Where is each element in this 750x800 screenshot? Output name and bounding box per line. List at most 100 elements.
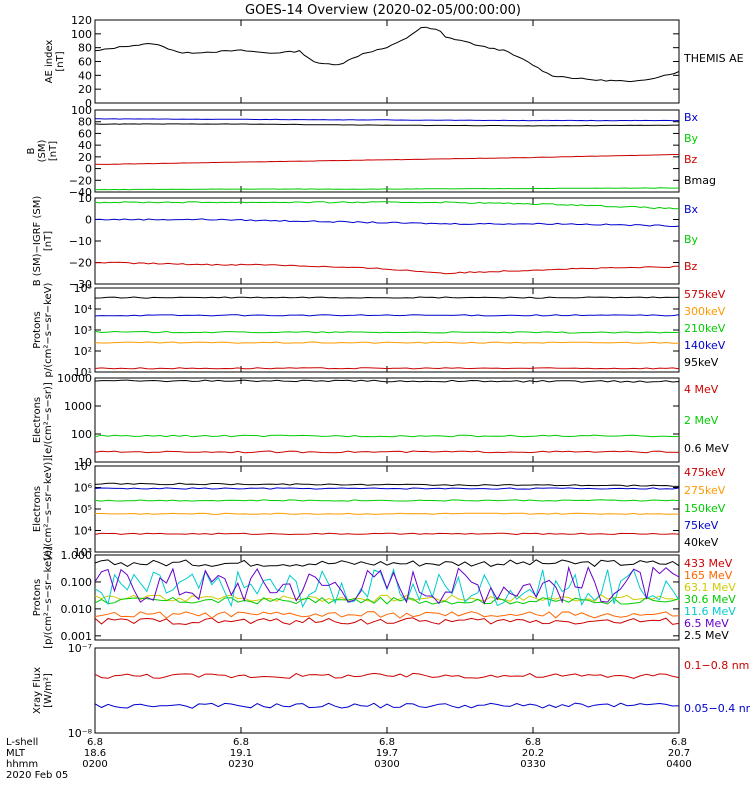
legend-label: THEMIS AE — [683, 52, 744, 65]
y-tick-label: 1000 — [64, 400, 92, 413]
y-tick-label: 10² — [74, 345, 92, 358]
y-tick-label: 0.100 — [61, 576, 93, 589]
y-tick-label: 0 — [85, 214, 92, 227]
series-line — [94, 379, 680, 383]
y-tick-label: 40 — [78, 69, 92, 82]
y-axis-label-line: [nT] — [43, 231, 54, 251]
legend-label: Bz — [684, 260, 698, 273]
series-line — [94, 559, 680, 567]
y-axis-label: B (SM) [nT] — [26, 140, 59, 163]
panel-frame — [94, 109, 680, 193]
y-tick-label: 0 — [85, 97, 92, 110]
y-tick-label: 10⁻⁷ — [68, 642, 92, 655]
legend-label: 30.6 MeV — [684, 593, 736, 606]
y-axis-label-line: Protons — [32, 311, 43, 348]
y-tick-label: 120 — [71, 14, 92, 27]
panel-frame — [94, 377, 680, 463]
y-axis-label-line: [e/(cm²−s−sr−keV)] — [43, 458, 54, 561]
y-axis-label-line: Xray Flux — [32, 667, 43, 714]
y-axis-label-line: Electrons — [32, 486, 43, 532]
x-tick-label-hhmm: 0330 — [520, 759, 545, 770]
series-line — [94, 26, 680, 83]
y-tick-label: 40 — [78, 139, 92, 152]
series-line — [94, 434, 680, 438]
y-tick-label: −20 — [69, 257, 92, 270]
y-tick-label: 20 — [78, 151, 92, 164]
legend-label: Bz — [684, 153, 698, 166]
y-tick-label: 80 — [78, 42, 92, 55]
figure-title: GOES-14 Overview (2020-02-05/00:00:00) — [245, 3, 521, 18]
legend-label: 0.05−0.4 nm — [684, 702, 750, 715]
y-tick-label: 10 — [78, 192, 92, 205]
legend-label: Bx — [684, 111, 699, 124]
x-tick-label-mlt: 18.6 — [84, 748, 106, 759]
y-tick-label: 60 — [78, 56, 92, 69]
y-tick-label: 10¹ — [74, 366, 92, 379]
x-tick-label-lshell: 6.8 — [233, 737, 249, 748]
legend-label: 0.1−0.8 nm — [684, 659, 749, 672]
series-line — [94, 487, 680, 490]
legend-label: 40keV — [684, 536, 719, 549]
x-tick-label-lshell: 6.8 — [671, 737, 687, 748]
y-axis-label-line: Electrons — [32, 397, 43, 443]
y-axis-label: Protons p/(cm²−s−sr−keV) — [32, 282, 54, 377]
series-line — [94, 261, 679, 275]
legend-label: 575keV — [684, 288, 726, 301]
panel-3: −30 −20 −10 0 10 B (SM)−IGRF (SM) [nT] Bx By Bz — [32, 192, 699, 291]
legend-label: 0.6 MeV — [684, 442, 729, 455]
y-axis-label-line: [e/(cm²−s−sr)] — [43, 382, 54, 458]
y-tick-label: 80 — [78, 116, 92, 129]
y-tick-label: −40 — [69, 186, 92, 199]
y-tick-label: 100 — [71, 104, 92, 117]
series-line — [94, 118, 680, 122]
x-row-label: MLT — [6, 748, 26, 759]
y-tick-label: 10⁵ — [74, 282, 92, 295]
x-row-label: hhmm — [6, 759, 38, 770]
y-axis-label-line: B — [26, 147, 37, 154]
y-axis-label: Xray Flux [W/m²] — [32, 667, 54, 714]
series-line — [94, 296, 680, 299]
legend-label: 63.1 MeV — [684, 581, 736, 594]
y-tick-label: 100 — [71, 428, 92, 441]
y-tick-label: 20 — [78, 83, 92, 96]
y-axis-label-line: [W/m²] — [43, 673, 54, 708]
panel-8: 10⁻⁸ 10⁻⁷ Xray Flux [W/m²] 0.1−0.8 nm 0.05−0.… — [32, 642, 750, 740]
series-line — [94, 596, 680, 605]
legend-label: 11.6 MeV — [684, 605, 736, 618]
series-line — [94, 314, 680, 317]
legend-label: 2.5 MeV — [684, 629, 729, 642]
panel-frame — [94, 197, 680, 285]
legend-label: 150keV — [684, 502, 726, 515]
series-line — [94, 450, 680, 454]
x-tick-label-lshell: 6.8 — [525, 737, 541, 748]
panel-4: 10¹ 10² 10³ 10⁴ 10⁵ Protons p/(cm²−s−sr−keV) 57… — [32, 282, 726, 379]
legend-label: 275keV — [684, 484, 726, 497]
series-line — [94, 499, 680, 502]
series-line — [94, 187, 680, 191]
legend-label: 300keV — [684, 305, 726, 318]
y-tick-label: 10000 — [57, 372, 92, 385]
y-tick-label: 10⁷ — [74, 460, 92, 473]
y-axis-label: AE index [nT] — [44, 40, 66, 84]
series-line — [94, 154, 679, 165]
x-tick-label-mlt: 19.7 — [376, 748, 398, 759]
y-tick-label: 10⁶ — [74, 482, 93, 495]
legend-label: 210keV — [684, 322, 726, 335]
panel-7: 0.001 0.010 0.100 1.000 Protons [p/(cm²−s−sr−… — [32, 546, 736, 649]
y-tick-label: 1.000 — [61, 549, 93, 562]
y-tick-label: 10⁴ — [74, 525, 93, 538]
panel-6: 10³ 10⁴ 10⁵ 10⁶ 10⁷ Electrons [e/(cm²−s−sr−keV… — [32, 458, 726, 561]
series-line — [94, 594, 680, 603]
series-line — [94, 672, 680, 679]
y-tick-label: 0 — [85, 163, 92, 176]
legend-label: 4 MeV — [684, 383, 719, 396]
legend-label: 6.5 MeV — [684, 617, 729, 630]
y-tick-label: 10⁵ — [74, 503, 92, 516]
series-line — [94, 218, 680, 228]
legend-label: 433 MeV — [684, 557, 733, 570]
y-axis-label: B (SM)−IGRF (SM) [nT] — [32, 196, 54, 287]
